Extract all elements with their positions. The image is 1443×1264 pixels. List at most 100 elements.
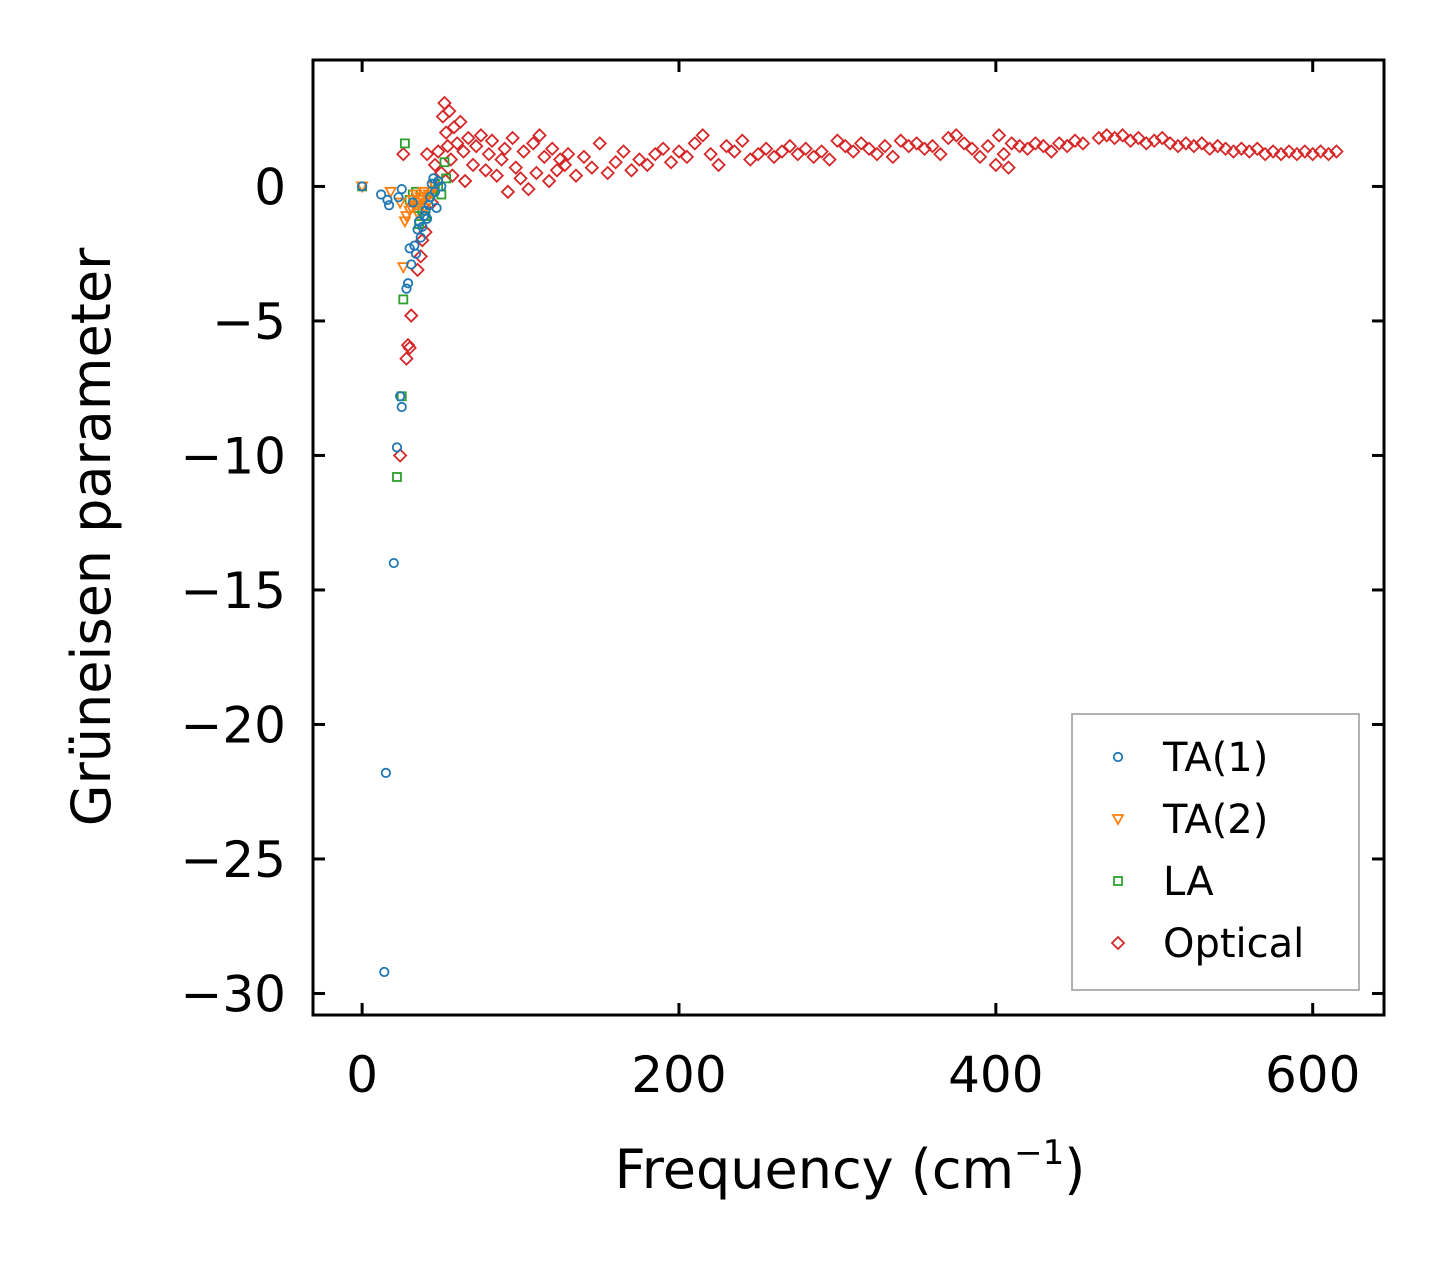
point-optical: [521, 181, 536, 197]
point-optical: [537, 149, 552, 165]
point-optical: [1059, 138, 1075, 154]
point-la: [439, 157, 450, 168]
point-optical: [941, 130, 956, 146]
point-optical: [608, 154, 623, 170]
point-optical: [1099, 128, 1115, 143]
point-optical: [806, 149, 821, 165]
y-tick-label: −20: [180, 696, 286, 754]
y-axis-label: Grüneisen parameter: [60, 247, 123, 826]
point-optical: [1281, 144, 1297, 159]
point-ta-1: [383, 200, 395, 211]
point-optical: [1028, 136, 1043, 151]
point-optical: [616, 144, 631, 159]
point-optical: [1044, 144, 1059, 159]
point-ta-2: [417, 186, 431, 199]
point-optical: [576, 149, 592, 165]
point-optical: [544, 141, 560, 157]
point-optical: [798, 141, 813, 157]
y-tick-label: −5: [212, 293, 286, 351]
point-optical: [505, 130, 520, 146]
point-ta-1: [380, 767, 391, 778]
point-optical: [853, 136, 869, 151]
legend: TA(1) TA(2) LA Optical: [1071, 713, 1360, 991]
point-optical: [838, 138, 853, 154]
point-optical: [1202, 141, 1217, 157]
point-optical: [513, 171, 528, 186]
point-ta-1: [357, 181, 368, 192]
y-tick-label: −15: [180, 562, 286, 620]
point-optical: [525, 136, 541, 151]
point-optical: [1257, 146, 1273, 162]
point-optical: [711, 157, 726, 173]
point-optical: [727, 144, 742, 159]
point-ta-1: [436, 181, 447, 192]
point-optical: [435, 109, 451, 124]
point-optical: [901, 138, 916, 154]
x-tick-label: 200: [631, 1046, 726, 1104]
point-optical: [972, 149, 988, 165]
point-optical: [640, 157, 655, 173]
legend-marker-la: [1113, 876, 1123, 886]
point-optical: [980, 138, 996, 154]
point-optical: [1131, 130, 1146, 146]
point-optical: [413, 249, 429, 264]
point-optical: [1234, 141, 1249, 157]
point-optical: [991, 128, 1007, 143]
point-optical: [1067, 133, 1083, 148]
legend-marker-ta-2: [1111, 814, 1125, 826]
point-optical: [541, 173, 557, 189]
point-optical: [830, 133, 845, 148]
point-optical: [1001, 160, 1016, 175]
point-optical: [933, 146, 948, 162]
x-tick-label: 600: [1265, 1046, 1360, 1104]
point-optical: [869, 146, 885, 162]
point-optical: [1313, 144, 1328, 159]
legend-label-la: LA: [1163, 859, 1214, 905]
point-optical: [465, 157, 481, 173]
legend-label-optical: Optical: [1163, 921, 1304, 967]
x-tick-label: 0: [346, 1046, 378, 1104]
point-optical: [516, 144, 531, 159]
legend-marker-ta-1: [1112, 751, 1124, 763]
point-optical: [893, 133, 909, 148]
point-ta-1: [415, 232, 426, 243]
point-optical: [655, 141, 671, 157]
point-la: [398, 294, 409, 305]
point-la: [399, 138, 410, 149]
point-optical: [549, 163, 565, 178]
point-optical: [449, 136, 465, 151]
point-optical: [766, 149, 782, 165]
point-optical: [494, 152, 509, 167]
point-optical: [430, 144, 446, 159]
y-tick-label: −10: [180, 427, 286, 485]
point-optical: [988, 157, 1004, 173]
point-optical: [532, 128, 547, 143]
point-optical: [750, 146, 766, 162]
point-ta-2: [393, 197, 407, 210]
point-optical: [1305, 146, 1320, 162]
legend-marker-optical: [1110, 935, 1126, 951]
point-optical: [1186, 138, 1202, 154]
point-optical: [679, 149, 695, 165]
point-optical: [508, 160, 524, 175]
y-axis-ticks: 0 −5 −10 −15 −20 −25 −30: [180, 158, 1384, 1023]
point-ta-1: [402, 278, 414, 289]
point-optical: [877, 138, 893, 154]
point-optical: [592, 136, 608, 151]
point-ta-1: [410, 248, 422, 259]
x-axis-label-sup: −1: [1014, 1133, 1064, 1173]
point-optical: [1178, 136, 1194, 151]
point-optical: [443, 152, 459, 167]
point-optical: [1115, 128, 1130, 143]
point-optical: [671, 144, 687, 159]
point-ta-2: [399, 211, 414, 223]
y-tick-label: 0: [254, 158, 286, 216]
point-ta-2: [396, 262, 410, 274]
point-optical: [1297, 144, 1313, 159]
point-optical: [790, 146, 806, 162]
point-ta-1: [429, 186, 441, 197]
point-optical: [453, 114, 468, 130]
plot-frame: [311, 58, 1386, 1017]
point-ta-1: [401, 283, 412, 294]
